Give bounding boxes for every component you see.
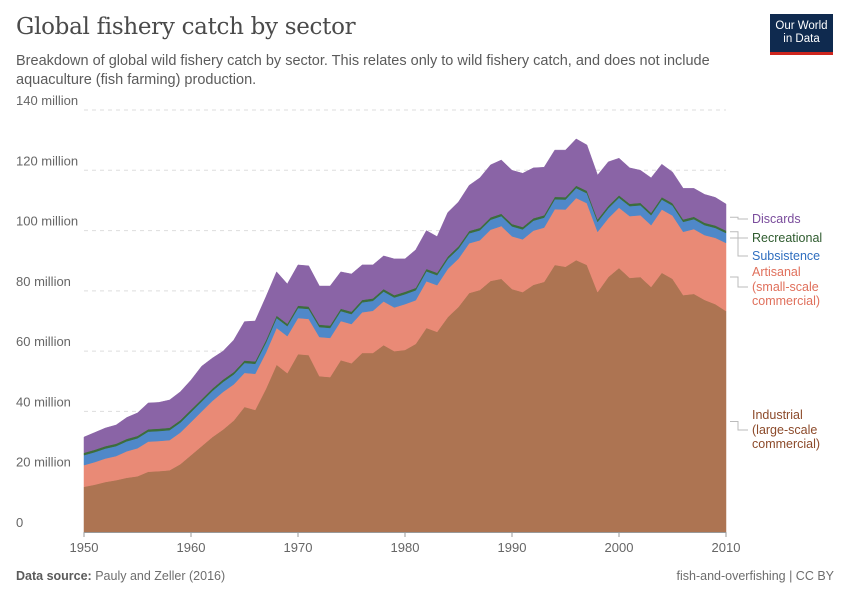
y-tick-label: 60 million [16, 334, 71, 349]
legend-label-line: Subsistence [752, 249, 821, 263]
y-tick-label: 20 million [16, 455, 71, 470]
owid-logo[interactable]: Our World in Data [770, 14, 833, 55]
page-subtitle: Breakdown of global wild fishery catch b… [16, 53, 710, 88]
license-text[interactable]: fish-and-overfishing | CC BY [676, 569, 834, 583]
x-tick-label: 1960 [177, 540, 206, 555]
legend-connector [730, 421, 748, 431]
legend-label-line: commercial) [752, 294, 821, 308]
legend-label-line: Recreational [752, 231, 823, 245]
y-tick-label: 120 million [16, 153, 78, 168]
y-tick-label: 80 million [16, 274, 71, 289]
legend-label-line: (large-scale [752, 422, 818, 437]
x-tick-label: 2010 [712, 540, 741, 555]
x-tick-label: 1950 [70, 540, 99, 555]
legend-label-recreational[interactable]: Recreational [752, 231, 822, 246]
legend-label-discards[interactable]: Discards [752, 212, 801, 227]
legend-connector [730, 276, 748, 288]
source-label: Data source: [16, 569, 92, 583]
legend-label-line: (small-scale [752, 279, 819, 294]
legend-label-line: commercial) [752, 437, 821, 451]
x-tick-label: 2000 [605, 540, 634, 555]
y-tick-label: 0 [16, 515, 23, 530]
legend-label-industrial[interactable]: Industrial (large-scale commercial) [752, 408, 820, 452]
x-tick-label: 1990 [498, 540, 527, 555]
x-tick-label: 1970 [284, 540, 313, 555]
legend-connector [730, 216, 748, 220]
y-tick-label: 40 million [16, 394, 71, 409]
data-source: Data source: Pauly and Zeller (2016) [16, 569, 225, 583]
legend-label-line: Industrial [752, 408, 803, 422]
legend-label-artisanal[interactable]: Artisanal (small-scale commercial) [752, 265, 820, 309]
legend-connector [730, 231, 748, 239]
y-tick-label: 140 million [16, 93, 78, 108]
page-title: Global fishery catch by sector [16, 14, 356, 40]
legend-label-line: Discards [752, 212, 801, 226]
y-tick-label: 100 million [16, 214, 78, 229]
area-discards [83, 138, 727, 454]
x-tick-label: 1980 [391, 540, 420, 555]
legend-label-subsistence[interactable]: Subsistence [752, 249, 820, 264]
legend-label-line: Artisanal [752, 265, 801, 279]
logo-text: Our World in Data [775, 20, 828, 45]
source-text[interactable]: Pauly and Zeller (2016) [95, 569, 226, 583]
legend-connector [730, 237, 748, 257]
